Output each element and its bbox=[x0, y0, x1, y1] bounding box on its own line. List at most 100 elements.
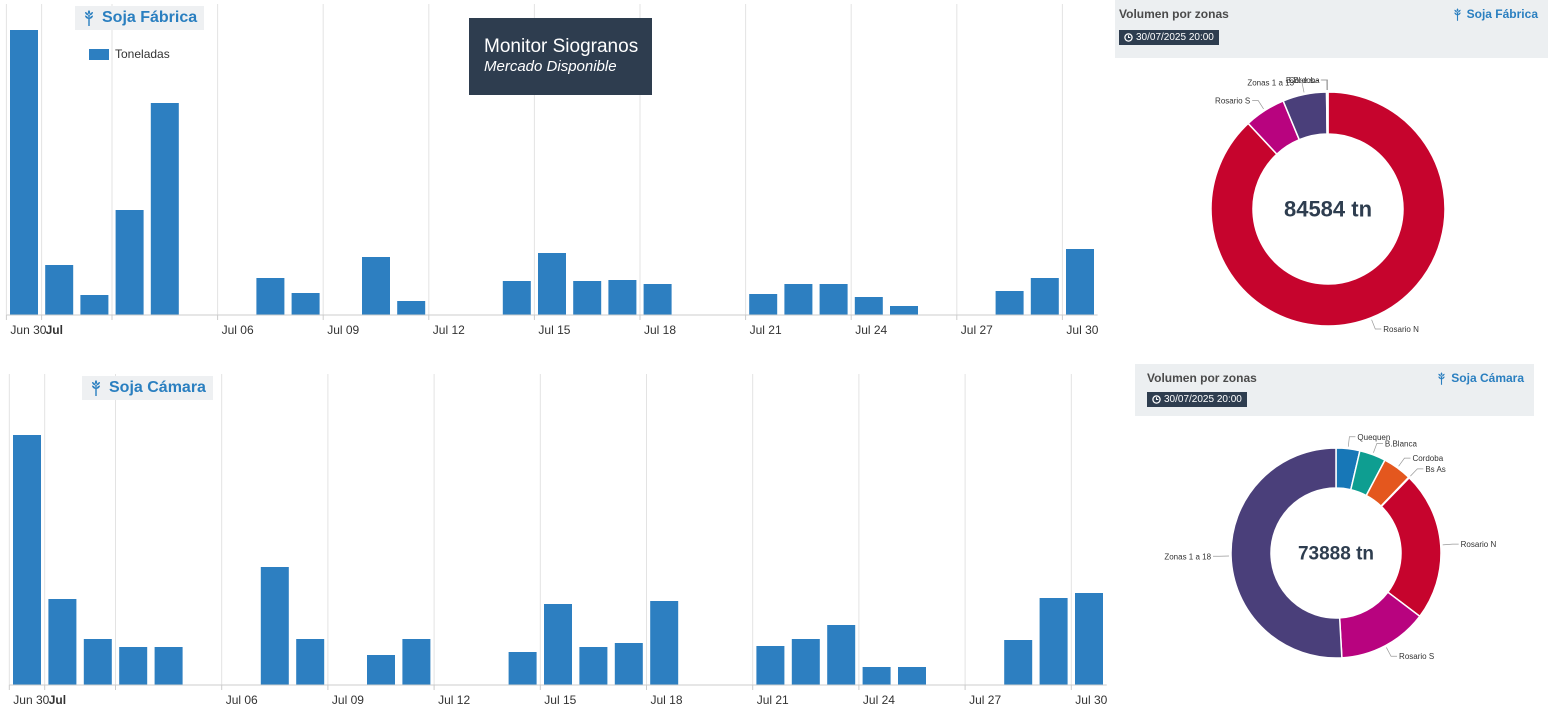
bar[interactable] bbox=[1004, 640, 1033, 685]
bar-chart-soja-fabrica: Jun 30 Jul Jul 06 Jul 09 Jul 12 Jul 15 Jul 18 J… bbox=[5, 4, 1099, 337]
wheat-icon bbox=[82, 10, 96, 26]
clock-icon bbox=[1152, 395, 1161, 404]
bar[interactable] bbox=[80, 295, 109, 315]
bar[interactable] bbox=[367, 655, 395, 685]
bar[interactable] bbox=[756, 646, 785, 685]
bar[interactable] bbox=[650, 601, 679, 685]
timestamp-text: 30/07/2025 20:00 bbox=[1136, 32, 1214, 43]
x-tick-label: Jul 24 bbox=[863, 693, 895, 707]
bar[interactable] bbox=[256, 278, 285, 315]
bar[interactable] bbox=[119, 647, 148, 685]
bar[interactable] bbox=[296, 639, 325, 685]
x-tick-label: Jul 06 bbox=[222, 323, 254, 337]
x-tick-label: Jul 21 bbox=[750, 323, 782, 337]
bar[interactable] bbox=[83, 639, 112, 685]
x-tick-label: Jul 30 bbox=[1075, 693, 1107, 707]
x-tick-label: Jul bbox=[49, 693, 66, 707]
bar[interactable] bbox=[13, 435, 41, 685]
slice-label: Rosario S bbox=[1215, 97, 1250, 106]
bar[interactable] bbox=[260, 567, 289, 685]
slice-label: B.Bl-e.s.- bbox=[1286, 76, 1319, 85]
bar[interactable] bbox=[397, 301, 426, 315]
wheat-icon bbox=[1453, 7, 1461, 21]
chart-legend[interactable]: Toneladas bbox=[89, 47, 170, 61]
chart-title-soja-fabrica: Soja Fábrica bbox=[75, 6, 205, 30]
x-tick-label: Jul 27 bbox=[969, 693, 1001, 707]
bar[interactable] bbox=[1030, 278, 1059, 315]
bar[interactable] bbox=[643, 284, 672, 315]
bar[interactable] bbox=[10, 30, 38, 315]
bar[interactable] bbox=[538, 253, 566, 315]
bar[interactable] bbox=[502, 281, 531, 315]
slice-connector bbox=[1442, 543, 1459, 546]
slice-connector bbox=[1386, 647, 1398, 657]
bar[interactable] bbox=[819, 284, 848, 315]
bar[interactable] bbox=[115, 210, 144, 315]
bar[interactable] bbox=[1039, 598, 1068, 685]
slice-label: Bs As bbox=[1425, 465, 1445, 474]
slice-connector bbox=[1320, 79, 1328, 91]
slice-connector bbox=[1296, 82, 1305, 93]
x-tick-label: Jul 15 bbox=[538, 323, 570, 337]
slice-label: Rosario S bbox=[1399, 652, 1434, 661]
bar[interactable] bbox=[579, 647, 608, 685]
slice-connector bbox=[1321, 79, 1328, 91]
x-tick-label: Jun 30 bbox=[13, 693, 49, 707]
panel-brand-text: Soja Fábrica bbox=[1466, 7, 1538, 21]
slice-label: Cordoba bbox=[1412, 454, 1443, 463]
zones-panel-header-bottom: Volumen por zonas Soja Cámara 30/07/2025… bbox=[1135, 364, 1534, 416]
donut-chart-top: Rosario N Rosario S Zonas 1 a 13B.Bl-e.s.-… bbox=[1210, 76, 1446, 334]
slice-connector bbox=[1410, 468, 1424, 477]
bar[interactable] bbox=[1075, 593, 1103, 685]
x-tick-label: Jul 06 bbox=[226, 693, 258, 707]
bar[interactable] bbox=[784, 284, 813, 315]
x-tick-label: Jul 09 bbox=[327, 323, 359, 337]
panel-title: Volumen por zonas bbox=[1119, 7, 1229, 21]
bar[interactable] bbox=[1066, 249, 1094, 315]
donut-slice[interactable] bbox=[1210, 91, 1446, 327]
bar[interactable] bbox=[608, 280, 637, 315]
donut-slice[interactable] bbox=[1230, 447, 1343, 659]
bar[interactable] bbox=[995, 291, 1024, 315]
bar[interactable] bbox=[749, 294, 778, 315]
bar[interactable] bbox=[48, 599, 77, 685]
bar[interactable] bbox=[791, 639, 820, 685]
bar[interactable] bbox=[614, 643, 643, 685]
bar[interactable] bbox=[890, 306, 918, 315]
donut-slice[interactable] bbox=[1326, 91, 1329, 135]
donut-center-total: 84584 tn bbox=[1284, 197, 1372, 222]
legend-label: Toneladas bbox=[115, 47, 170, 61]
x-tick-label: Jul bbox=[46, 323, 63, 337]
bar[interactable] bbox=[402, 639, 431, 685]
clock-icon bbox=[1124, 33, 1133, 42]
x-tick-label: Jul 12 bbox=[433, 323, 465, 337]
bar[interactable] bbox=[827, 625, 856, 685]
monitor-title: Monitor Siogranos bbox=[484, 36, 639, 57]
slice-connector bbox=[1373, 443, 1383, 453]
slice-connector bbox=[1347, 436, 1356, 447]
wheat-icon bbox=[89, 380, 103, 396]
bar[interactable] bbox=[291, 293, 320, 315]
bar[interactable] bbox=[150, 103, 179, 315]
bar[interactable] bbox=[154, 647, 183, 685]
x-tick-label: Jul 30 bbox=[1066, 323, 1098, 337]
x-tick-label: Jul 18 bbox=[651, 693, 683, 707]
bar[interactable] bbox=[544, 604, 572, 685]
bar[interactable] bbox=[898, 667, 926, 685]
panel-brand: Soja Cámara bbox=[1436, 371, 1524, 385]
bar[interactable] bbox=[508, 652, 537, 685]
x-tick-label: Jun 30 bbox=[10, 323, 46, 337]
slice-label: Cordoba bbox=[1289, 76, 1320, 85]
bar[interactable] bbox=[362, 257, 390, 315]
slice-label: Quequen bbox=[1357, 433, 1390, 442]
zones-panel-header-top: Volumen por zonas Soja Fábrica 30/07/202… bbox=[1115, 0, 1548, 58]
slice-label: Rosario N bbox=[1461, 540, 1497, 549]
x-tick-label: Jul 21 bbox=[757, 693, 789, 707]
bar[interactable] bbox=[854, 297, 883, 315]
panel-title: Volumen por zonas bbox=[1147, 371, 1257, 385]
bar[interactable] bbox=[573, 281, 602, 315]
bar[interactable] bbox=[45, 265, 74, 315]
bar[interactable] bbox=[862, 667, 891, 685]
timestamp-badge: 30/07/2025 20:00 bbox=[1119, 30, 1219, 45]
